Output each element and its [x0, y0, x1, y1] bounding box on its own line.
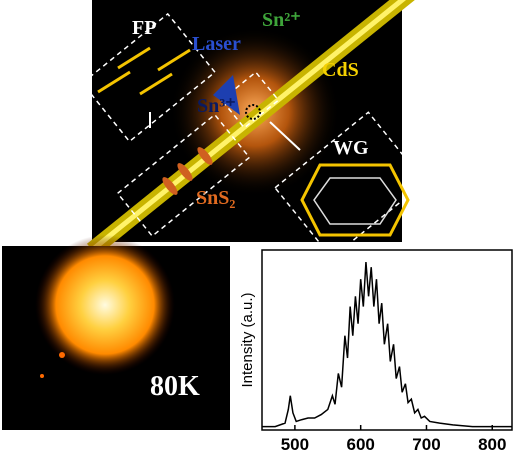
- cds-label: CdS: [322, 59, 359, 81]
- plot-frame: [261, 249, 513, 431]
- wg-box: [273, 111, 427, 259]
- sns2-label: SnS₂: [196, 187, 235, 209]
- emission-dot: [59, 352, 65, 358]
- x-tick-label: 700: [412, 435, 440, 454]
- sn3-box: [220, 71, 280, 129]
- sns2-particle: [177, 163, 193, 181]
- arrow: [269, 121, 301, 151]
- wg-hexagon: [300, 163, 410, 237]
- y-axis-label: Intensity (a.u.): [239, 292, 256, 387]
- emission-spot: [35, 235, 175, 375]
- laser-label: Laser: [192, 33, 241, 55]
- fp-mirror: [139, 72, 173, 96]
- laser-beam: [213, 75, 240, 115]
- fp-label: FP: [132, 17, 156, 39]
- sn3-label: Sn³⁺: [197, 95, 236, 117]
- temperature-label: 80K: [150, 371, 200, 402]
- sns2-particle: [162, 177, 178, 195]
- x-tick-label: 800: [478, 435, 506, 454]
- sns2-particle: [197, 147, 213, 165]
- sn3-site: [245, 104, 261, 120]
- fp-box: [81, 12, 217, 143]
- spectrum-line: [262, 261, 512, 428]
- emission-dot: [40, 374, 44, 378]
- x-tick-label: 500: [281, 435, 309, 454]
- sn2-label: Sn²⁺: [262, 9, 301, 31]
- cds-wire-core: [90, 0, 407, 252]
- fp-mirror: [117, 46, 151, 70]
- schematic: FP Sn²⁺ Laser CdS Sn³⁺ SnS₂ WG: [81, 0, 427, 259]
- fp-mirror: [97, 70, 131, 94]
- photo: 80K: [2, 235, 230, 430]
- fp-mirror: [157, 48, 191, 72]
- x-tick-label: 600: [346, 435, 374, 454]
- wg-path: [313, 177, 397, 225]
- chart: Intensity (a.u.) 500 600 700 800: [239, 249, 513, 454]
- wg-label: WG: [333, 137, 369, 159]
